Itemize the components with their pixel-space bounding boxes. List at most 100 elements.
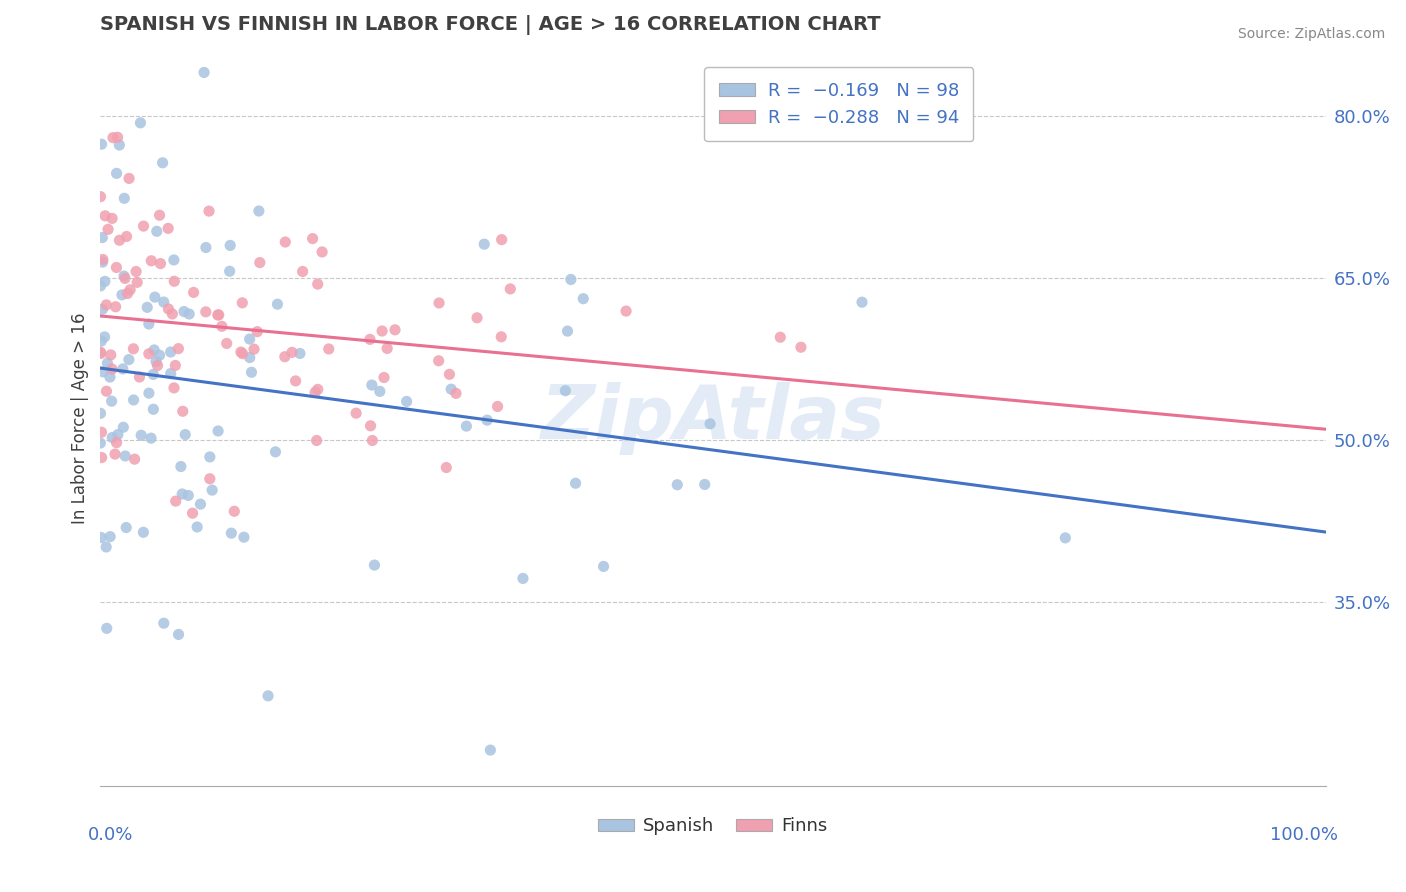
Point xyxy=(115,520,138,534)
Point xyxy=(127,276,149,290)
Point xyxy=(159,345,181,359)
Point xyxy=(101,362,124,376)
Point xyxy=(201,483,224,497)
Point xyxy=(368,384,391,399)
Point xyxy=(120,283,142,297)
Point xyxy=(439,368,461,382)
Point xyxy=(89,189,111,203)
Point xyxy=(163,252,186,267)
Point xyxy=(207,308,229,322)
Point xyxy=(104,447,127,461)
Point xyxy=(215,336,238,351)
Point xyxy=(186,520,208,534)
Point xyxy=(107,427,129,442)
Point xyxy=(288,346,311,360)
Point xyxy=(107,130,129,145)
Point xyxy=(232,530,254,544)
Point xyxy=(90,346,112,360)
Point xyxy=(1054,531,1077,545)
Point xyxy=(427,353,450,368)
Point xyxy=(96,540,118,554)
Point xyxy=(90,334,112,348)
Point xyxy=(141,253,163,268)
Point xyxy=(90,137,112,152)
Point xyxy=(125,264,148,278)
Point xyxy=(101,211,124,226)
Point xyxy=(491,233,513,247)
Point xyxy=(112,420,135,434)
Text: SPANISH VS FINNISH IN LABOR FORCE | AGE > 16 CORRELATION CHART: SPANISH VS FINNISH IN LABOR FORCE | AGE … xyxy=(100,15,882,35)
Point xyxy=(142,402,165,417)
Point xyxy=(145,354,167,368)
Point xyxy=(111,362,134,376)
Point xyxy=(172,487,194,501)
Point xyxy=(90,450,112,465)
Text: 0.0%: 0.0% xyxy=(89,826,134,844)
Point xyxy=(360,418,382,433)
Point xyxy=(318,342,340,356)
Point xyxy=(179,307,201,321)
Point xyxy=(239,351,262,365)
Point xyxy=(96,621,118,635)
Point xyxy=(91,230,114,244)
Point xyxy=(240,365,263,379)
Point xyxy=(264,445,287,459)
Point xyxy=(100,394,122,409)
Point xyxy=(472,237,495,252)
Point xyxy=(456,419,478,434)
Point xyxy=(163,274,186,288)
Point xyxy=(790,340,813,354)
Point xyxy=(122,392,145,407)
Point xyxy=(112,191,135,205)
Point xyxy=(152,295,174,310)
Point xyxy=(257,689,280,703)
Point xyxy=(572,292,595,306)
Point xyxy=(101,130,124,145)
Point xyxy=(89,345,111,359)
Point xyxy=(499,282,522,296)
Point xyxy=(395,394,418,409)
Point xyxy=(108,138,131,153)
Point xyxy=(91,252,114,267)
Point xyxy=(149,256,172,270)
Point xyxy=(194,240,217,254)
Point xyxy=(136,301,159,315)
Point xyxy=(170,459,193,474)
Point xyxy=(614,304,637,318)
Point xyxy=(153,616,176,631)
Point xyxy=(207,424,229,438)
Point xyxy=(232,347,254,361)
Point xyxy=(344,406,367,420)
Point xyxy=(163,381,186,395)
Point xyxy=(246,325,269,339)
Point xyxy=(851,295,873,310)
Point xyxy=(198,472,221,486)
Point xyxy=(105,260,128,275)
Point xyxy=(159,367,181,381)
Point xyxy=(94,274,117,288)
Point xyxy=(138,347,160,361)
Point xyxy=(118,352,141,367)
Point xyxy=(373,370,395,384)
Point xyxy=(281,345,304,359)
Point xyxy=(157,301,180,316)
Point xyxy=(129,428,152,442)
Point xyxy=(554,384,576,398)
Point xyxy=(266,297,288,311)
Point xyxy=(167,342,190,356)
Point xyxy=(307,383,329,397)
Point xyxy=(93,330,115,344)
Point xyxy=(91,302,114,317)
Point xyxy=(129,116,152,130)
Point xyxy=(91,365,114,379)
Point xyxy=(124,452,146,467)
Point xyxy=(139,431,162,445)
Point xyxy=(274,235,297,249)
Point xyxy=(311,244,333,259)
Point xyxy=(219,238,242,252)
Point xyxy=(512,571,534,585)
Point xyxy=(143,343,166,357)
Point xyxy=(111,288,134,302)
Text: ZipAtlas: ZipAtlas xyxy=(541,382,886,455)
Point xyxy=(231,295,253,310)
